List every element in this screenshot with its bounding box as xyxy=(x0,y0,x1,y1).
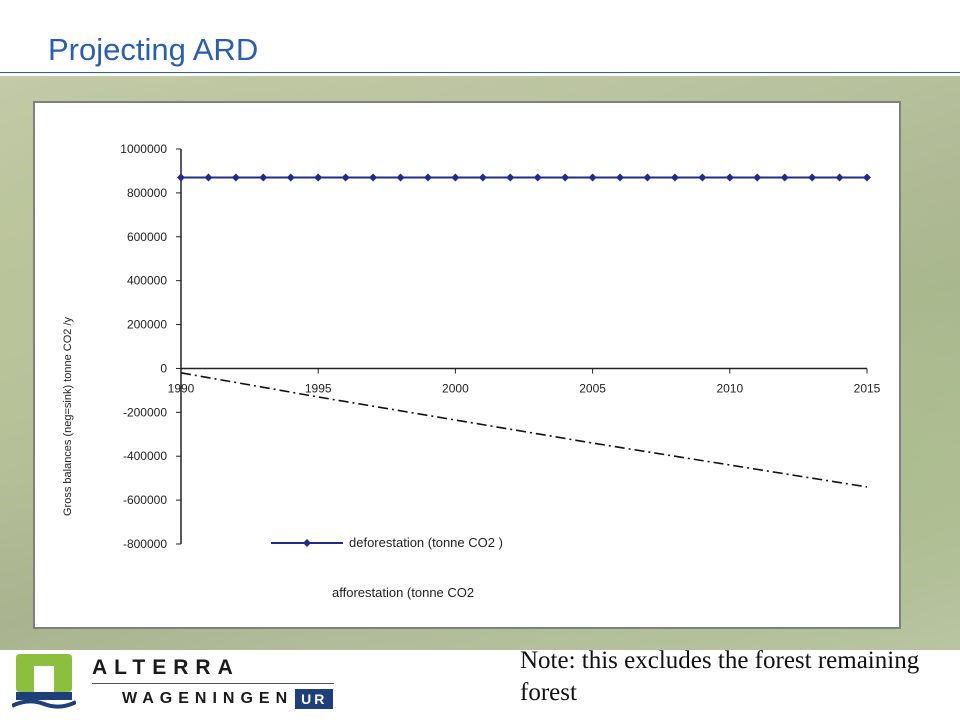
x-tick-label: 2015 xyxy=(854,381,881,395)
x-tick-label: 2005 xyxy=(579,381,606,395)
deforestation-point xyxy=(204,173,213,182)
deforestation-point xyxy=(177,173,185,182)
legend-marker-deforestation xyxy=(303,539,311,547)
alterra-logo-icon xyxy=(12,654,76,709)
title-divider xyxy=(0,72,960,73)
deforestation-point xyxy=(314,173,323,182)
series-line-afforestation xyxy=(180,372,868,488)
line-chart: 1000000 800000 600000 400000 200000 0 -200000 -… xyxy=(62,142,881,600)
chart-panel: 1000000 800000 600000 400000 200000 0 -200000 -… xyxy=(33,101,901,629)
deforestation-point xyxy=(835,173,844,182)
y-tick-label: 600000 xyxy=(127,230,167,244)
slide-note: Note: this excludes the forest remaining… xyxy=(520,647,920,706)
y-tick-label: -200000 xyxy=(123,405,167,419)
deforestation-point xyxy=(423,173,432,182)
logo-ur-badge: UR xyxy=(295,689,334,709)
deforestation-point xyxy=(369,173,378,182)
y-tick-label: 1000000 xyxy=(120,142,167,156)
deforestation-point xyxy=(286,173,295,182)
slide-title: Projecting ARD xyxy=(48,32,259,67)
deforestation-point xyxy=(616,173,625,182)
y-tick-label: 0 xyxy=(160,361,167,375)
deforestation-point xyxy=(588,173,597,182)
deforestation-point xyxy=(780,173,789,182)
deforestation-point xyxy=(561,173,570,182)
deforestation-point xyxy=(259,173,268,182)
y-tick-label: -400000 xyxy=(123,449,167,463)
y-tick-label: -800000 xyxy=(123,537,167,551)
deforestation-point xyxy=(643,173,652,182)
y-tick-label: 800000 xyxy=(127,186,167,200)
deforestation-point xyxy=(670,173,679,182)
logo-wordmark-wageningen: WAGENINGEN UR xyxy=(122,689,334,709)
logo-wageningen-text: WAGENINGEN xyxy=(122,690,294,707)
deforestation-point xyxy=(478,173,487,182)
deforestation-point xyxy=(341,173,350,182)
deforestation-point xyxy=(231,173,240,182)
legend-label-deforestation: deforestation (tonne CO2 ) xyxy=(349,535,503,550)
deforestation-point xyxy=(863,173,871,182)
deforestation-point xyxy=(451,173,460,182)
deforestation-point xyxy=(698,173,707,182)
deforestation-point xyxy=(533,173,542,182)
y-tick-label: 200000 xyxy=(127,318,167,332)
legend-label-afforestation: afforestation (tonne CO2 xyxy=(332,585,474,600)
x-tick-label: 1990 xyxy=(168,381,195,395)
y-tick-label: 400000 xyxy=(127,274,167,288)
footer-band xyxy=(0,650,960,720)
x-tick-label: 1995 xyxy=(305,381,332,395)
logo-wordmark-alterra: ALTERRA xyxy=(92,656,240,679)
deforestation-point xyxy=(725,173,734,182)
x-tick-label: 2010 xyxy=(716,381,743,395)
deforestation-point xyxy=(753,173,762,182)
y-axis-title: Gross balances (neg=sink) tonne CO2 /y xyxy=(62,316,74,516)
y-tick-label: -600000 xyxy=(123,493,167,507)
x-tick-label: 2000 xyxy=(442,381,469,395)
deforestation-point xyxy=(396,173,405,182)
deforestation-point xyxy=(506,173,515,182)
deforestation-point xyxy=(808,173,817,182)
logo-divider xyxy=(92,683,334,684)
